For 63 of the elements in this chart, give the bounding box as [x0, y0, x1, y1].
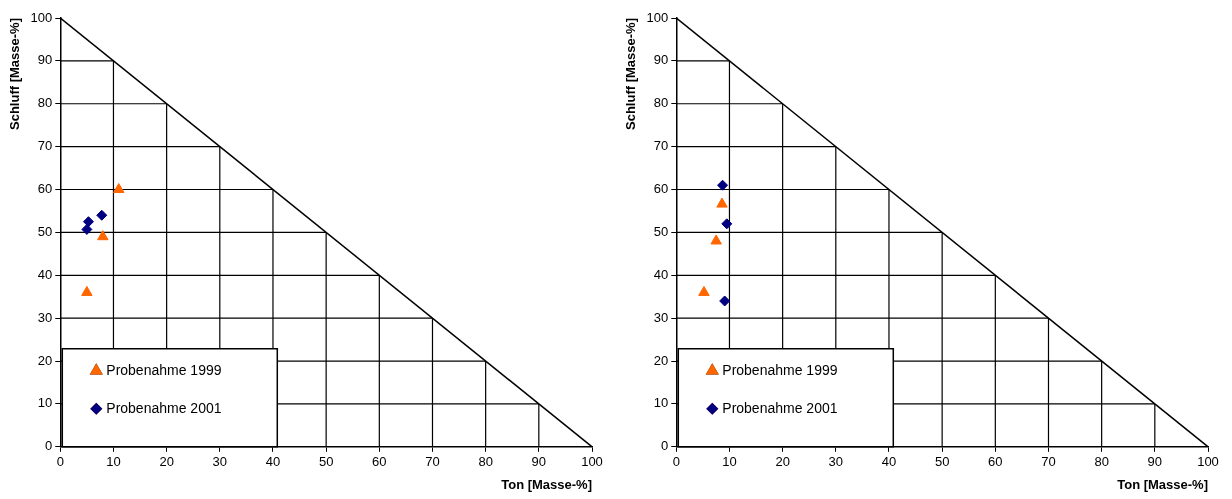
x-tick-label: 90 — [531, 454, 547, 470]
y-tick-label: 90 — [653, 52, 669, 68]
x-tick-label: 20 — [159, 454, 174, 470]
y-tick-label: 80 — [37, 95, 53, 111]
point — [721, 218, 733, 230]
x-tick-label: 20 — [775, 454, 790, 470]
x-tick-label: 80 — [1094, 454, 1109, 470]
y-tick-label: 10 — [37, 395, 53, 411]
point — [97, 230, 109, 241]
x-tick-label: 30 — [828, 454, 844, 470]
x-tick-label: 60 — [988, 454, 1003, 470]
point — [719, 295, 731, 307]
point — [717, 179, 729, 191]
y-tick-label: 100 — [30, 9, 53, 25]
x-tick-label: 100 — [1197, 454, 1219, 470]
x-tick-label: 10 — [722, 454, 737, 470]
x-tick-label: 70 — [425, 454, 440, 470]
x-axis-title: Ton [Masse-%] — [501, 476, 592, 492]
y-tick-label: 90 — [37, 52, 53, 68]
x-tick-label: 60 — [372, 454, 387, 470]
y-tick-label: 60 — [37, 181, 53, 197]
legend-label: Probenahme 1999 — [722, 361, 838, 378]
x-tick-label: 100 — [581, 454, 603, 470]
y-tick-label: 30 — [653, 309, 669, 325]
point — [81, 285, 93, 296]
y-tick-label: 0 — [45, 438, 53, 454]
legend-label: Probenahme 2001 — [106, 399, 222, 416]
x-tick-label: 0 — [672, 454, 680, 470]
point — [710, 234, 722, 245]
x-tick-label: 70 — [1041, 454, 1056, 470]
y-tick-label: 50 — [37, 223, 53, 239]
y-tick-label: 40 — [37, 266, 53, 282]
x-tick-label: 40 — [265, 454, 281, 470]
legend-label: Probenahme 2001 — [722, 399, 838, 416]
x-tick-label: 50 — [318, 454, 334, 470]
y-tick-label: 0 — [661, 438, 669, 454]
point — [698, 285, 710, 296]
y-tick-label: 30 — [37, 309, 53, 325]
point — [113, 183, 125, 194]
x-axis-title: Ton [Masse-%] — [1117, 476, 1208, 492]
y-tick-label: 50 — [653, 223, 669, 239]
x-tick-label: 0 — [56, 454, 64, 470]
y-tick-label: 20 — [653, 352, 669, 368]
y-tick-label: 40 — [653, 266, 669, 282]
point — [96, 209, 108, 221]
y-tick-label: 10 — [653, 395, 669, 411]
x-tick-label: 40 — [881, 454, 897, 470]
y-tick-label: 80 — [653, 95, 669, 111]
x-tick-label: 30 — [212, 454, 228, 470]
x-tick-label: 50 — [934, 454, 950, 470]
x-tick-label: 80 — [478, 454, 493, 470]
y-tick-label: 100 — [646, 9, 669, 25]
x-tick-label: 10 — [106, 454, 121, 470]
legend-label: Probenahme 1999 — [106, 361, 222, 378]
y-axis-title: Schluff [Masse-%] — [623, 18, 639, 130]
point — [81, 223, 93, 235]
y-tick-label: 70 — [653, 138, 669, 154]
y-tick-label: 20 — [37, 352, 53, 368]
x-tick-label: 90 — [1147, 454, 1163, 470]
y-axis-title: Schluff [Masse-%] — [7, 18, 23, 130]
y-tick-label: 70 — [37, 138, 53, 154]
y-tick-label: 60 — [653, 181, 669, 197]
point — [716, 197, 728, 208]
